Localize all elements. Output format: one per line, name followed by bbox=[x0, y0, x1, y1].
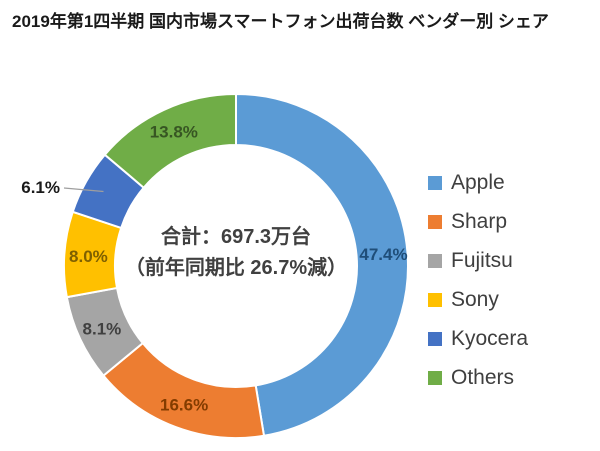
chart-title: 2019年第1四半期 国内市場スマートフォン出荷台数 ベンダー別 シェア bbox=[12, 12, 549, 31]
slice-label-apple: 47.4% bbox=[359, 245, 407, 264]
legend-label-apple: Apple bbox=[451, 171, 505, 194]
slice-label-sony: 8.0% bbox=[69, 247, 108, 266]
slice-label-sharp: 16.6% bbox=[160, 396, 208, 415]
legend-label-fujitsu: Fujitsu bbox=[451, 249, 513, 272]
leader-line-kyocera bbox=[63, 187, 104, 193]
legend-item-fujitsu: Fujitsu bbox=[428, 248, 528, 273]
legend-swatch-kyocera bbox=[428, 331, 442, 346]
legend-swatch-others bbox=[428, 370, 442, 385]
legend-item-kyocera: Kyocera bbox=[428, 326, 528, 351]
legend-swatch-apple bbox=[428, 175, 442, 190]
slice-label-others: 13.8% bbox=[150, 123, 198, 142]
legend-label-sharp: Sharp bbox=[451, 210, 508, 233]
legend-item-sony: Sony bbox=[428, 287, 528, 312]
legend-swatch-sharp bbox=[428, 214, 442, 229]
legend-label-sony: Sony bbox=[451, 288, 499, 311]
center-total-line2: （前年同期比 26.7%減） bbox=[124, 257, 348, 279]
slice-others bbox=[103, 92, 237, 190]
legend-label-kyocera: Kyocera bbox=[451, 327, 529, 350]
legend-item-sharp: Sharp bbox=[428, 209, 528, 234]
slice-label-kyocera: 6.1% bbox=[21, 178, 60, 197]
legend-label-others: Others bbox=[451, 366, 515, 389]
center-total-line1: 合計：697.3万台 bbox=[160, 226, 312, 248]
slice-sharp bbox=[102, 341, 266, 439]
center-total: 合計：697.3万台 （前年同期比 26.7%減） bbox=[106, 222, 366, 284]
legend-swatch-fujitsu bbox=[428, 253, 442, 268]
legend-swatch-sony bbox=[428, 292, 442, 307]
legend-item-apple: Apple bbox=[428, 170, 528, 195]
slice-apple bbox=[235, 92, 409, 437]
legend-item-others: Others bbox=[428, 365, 528, 390]
legend: Apple Sharp Fujitsu Sony Kyocera Others bbox=[428, 170, 528, 390]
slice-label-fujitsu: 8.1% bbox=[83, 320, 122, 339]
